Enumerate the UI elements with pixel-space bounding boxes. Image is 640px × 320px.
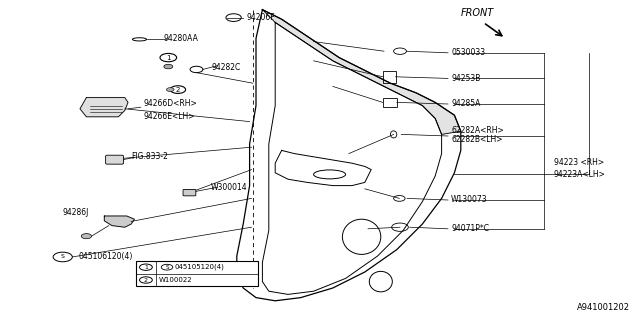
- Text: FRONT: FRONT: [461, 8, 494, 18]
- Text: 2: 2: [176, 87, 180, 92]
- Circle shape: [164, 64, 173, 69]
- FancyBboxPatch shape: [106, 155, 124, 164]
- Circle shape: [81, 234, 92, 239]
- Text: S: S: [165, 265, 169, 270]
- Text: 62282B<LH>: 62282B<LH>: [451, 135, 502, 144]
- Text: 94280AA: 94280AA: [163, 34, 198, 43]
- FancyBboxPatch shape: [183, 189, 196, 196]
- Text: 94223 <RH>: 94223 <RH>: [554, 158, 604, 167]
- Text: S: S: [61, 254, 65, 260]
- Text: 1: 1: [144, 265, 148, 270]
- Text: W300014: W300014: [211, 183, 248, 192]
- Text: FIG.833-2: FIG.833-2: [131, 152, 168, 161]
- Text: 62282A<RH>: 62282A<RH>: [451, 126, 504, 135]
- Bar: [383, 98, 397, 107]
- Text: 94206F: 94206F: [246, 13, 275, 22]
- Bar: [383, 71, 396, 83]
- Text: 94285A: 94285A: [451, 100, 481, 108]
- Text: 94266E<LH>: 94266E<LH>: [144, 112, 195, 121]
- Text: 1: 1: [166, 55, 171, 60]
- Text: W100022: W100022: [159, 277, 193, 283]
- Circle shape: [166, 88, 174, 92]
- Text: 94253B: 94253B: [451, 74, 481, 83]
- Text: 0530033: 0530033: [451, 48, 485, 57]
- Text: 94071P*C: 94071P*C: [451, 224, 489, 233]
- Polygon shape: [262, 10, 461, 134]
- Text: 045105120(4): 045105120(4): [175, 264, 225, 270]
- Text: 94223A<LH>: 94223A<LH>: [554, 170, 605, 179]
- Text: 045106120(4): 045106120(4): [78, 252, 132, 261]
- Polygon shape: [80, 98, 128, 117]
- Text: 94266D<RH>: 94266D<RH>: [144, 100, 198, 108]
- Text: 94286J: 94286J: [63, 208, 89, 217]
- Text: 2: 2: [144, 277, 148, 283]
- Polygon shape: [104, 216, 134, 227]
- Bar: [136, 261, 258, 286]
- Text: W130073: W130073: [451, 196, 488, 204]
- Text: 94282C: 94282C: [211, 63, 241, 72]
- Text: A941001202: A941001202: [577, 303, 630, 312]
